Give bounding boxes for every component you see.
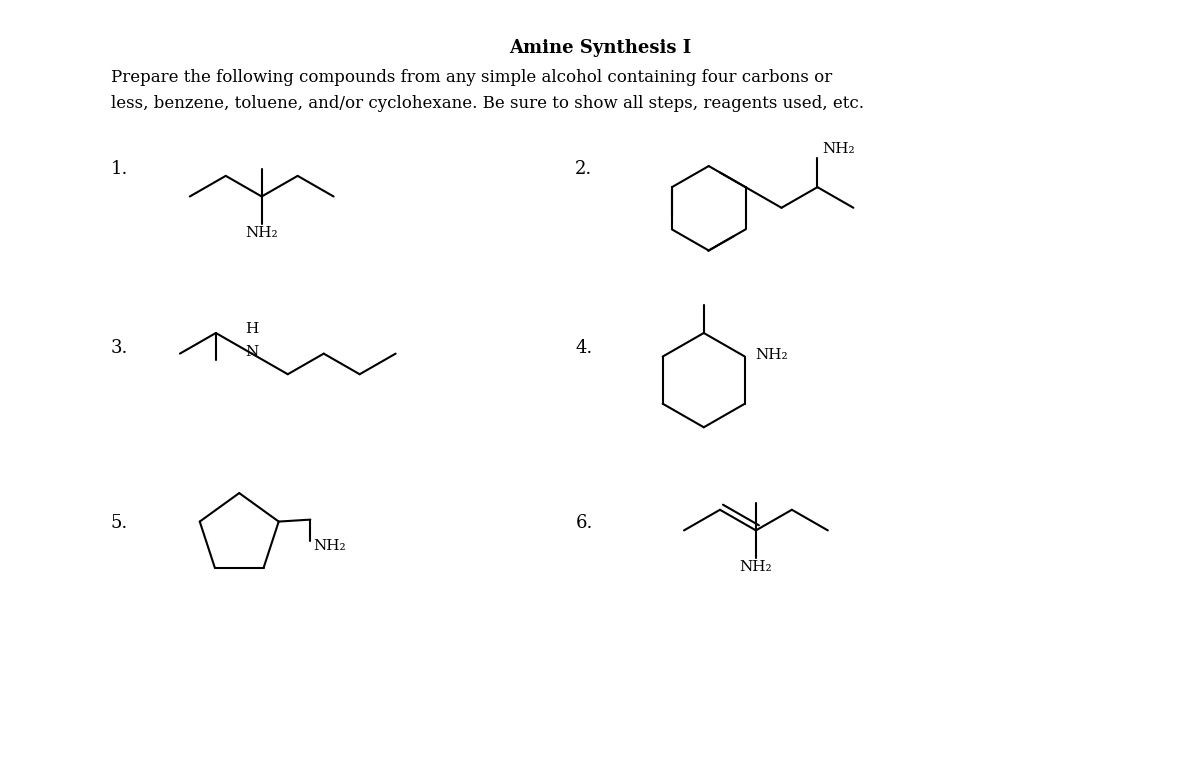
- Text: Prepare the following compounds from any simple alcohol containing four carbons : Prepare the following compounds from any…: [110, 69, 832, 86]
- Text: NH₂: NH₂: [739, 560, 773, 574]
- Text: 5.: 5.: [110, 514, 128, 532]
- Text: 1.: 1.: [110, 160, 128, 178]
- Text: N: N: [245, 345, 258, 359]
- Text: NH₂: NH₂: [313, 539, 346, 553]
- Text: NH₂: NH₂: [822, 142, 856, 156]
- Text: 2.: 2.: [575, 160, 593, 178]
- Text: Amine Synthesis I: Amine Synthesis I: [509, 40, 691, 57]
- Text: 6.: 6.: [575, 514, 593, 532]
- Text: less, benzene, toluene, and/or cyclohexane. Be sure to show all steps, reagents : less, benzene, toluene, and/or cyclohexa…: [110, 95, 864, 112]
- Text: 4.: 4.: [575, 339, 593, 356]
- Text: H: H: [245, 322, 258, 336]
- Text: NH₂: NH₂: [245, 226, 278, 240]
- Text: 3.: 3.: [110, 339, 128, 356]
- Text: NH₂: NH₂: [755, 348, 787, 362]
